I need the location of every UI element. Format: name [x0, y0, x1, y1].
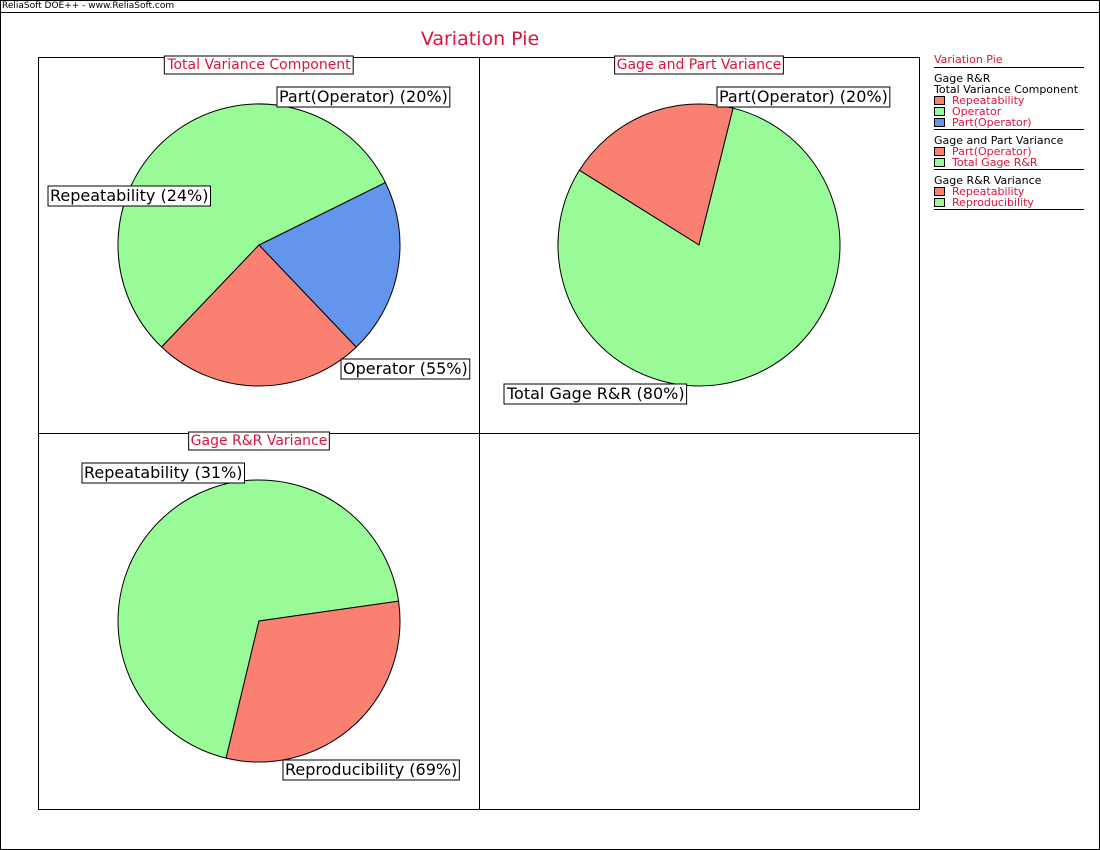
legend: Variation Pie Gage R&R Total Variance Co…: [934, 54, 1084, 215]
app-banner: ReliaSoft DOE++ - www.ReliaSoft.com: [0, 0, 1100, 13]
pie-title: Gage R&R Variance: [191, 433, 328, 449]
slice-label-box: [503, 383, 688, 405]
slice-label-operator: Operator (55%): [340, 358, 471, 380]
pie-gage-and-part-variance: Gage and Part Variance Part(Operator) (20…: [503, 55, 891, 405]
pie-slice-repeatability: [160, 244, 357, 387]
pie-slice-reproducibility: [117, 479, 400, 759]
pie-title-box: [163, 55, 354, 75]
slice-label-box: [282, 759, 460, 781]
legend-swatch: [934, 118, 945, 127]
slice-label-part-operator: Part(Operator) (20%): [276, 86, 451, 108]
legend-item-label: Repeatability: [952, 185, 1025, 198]
legend-item-reproducibility: Reproducibility: [934, 197, 1084, 208]
slice-label-repeatability: Repeatability (24%): [47, 185, 211, 207]
legend-swatch: [934, 107, 945, 116]
legend-swatch: [934, 147, 945, 156]
pie-slice-part-operator: [258, 181, 401, 348]
pie-title-box: [188, 431, 330, 451]
slice-label-text: Repeatability (24%): [50, 186, 209, 205]
slice-label-box: [340, 358, 471, 380]
slice-label-text: Part(Operator) (20%): [719, 87, 888, 106]
legend-item-part-operator: Part(Operator): [934, 117, 1084, 128]
slice-label-text: Part(Operator) (20%): [279, 87, 448, 106]
legend-group-title: Gage and Part Variance: [934, 134, 1064, 147]
legend-item-operator: Operator: [934, 106, 1084, 117]
legend-swatch: [934, 158, 945, 167]
slice-label-reproducibility: Reproducibility (69%): [282, 759, 460, 781]
slice-label-text: Total Gage R&R (80%): [506, 384, 685, 403]
slice-label-total-gage-r-r: Total Gage R&R (80%): [503, 383, 688, 405]
slice-label-box: [47, 185, 211, 207]
slice-label-part-operator: Part(Operator) (20%): [716, 86, 891, 108]
pie-gage-r-r-variance: Gage R&R Variance Reproducibility (69%) Re…: [81, 431, 460, 781]
legend-item-label: Operator: [952, 105, 1002, 118]
legend-swatch: [934, 198, 945, 207]
legend-header: Variation Pie: [934, 54, 1084, 68]
legend-group-gage-and-part-variance: Gage and Part Variance Part(Operator) Tota…: [934, 135, 1084, 170]
pie-title: Total Variance Component: [166, 57, 351, 73]
legend-group-title: Total Variance Component: [934, 83, 1079, 96]
legend-item-label: Part(Operator): [952, 116, 1032, 129]
pie-slice-total-gage-r-r: [557, 107, 841, 387]
legend-top-label: Gage R&R: [934, 72, 991, 85]
legend-item-label: Total Gage R&R: [952, 156, 1038, 169]
legend-item-label: Part(Operator): [952, 145, 1032, 158]
grid-lines: [38, 57, 920, 810]
legend-group-total-variance-component: Total Variance Component Repeatability Ope…: [934, 84, 1084, 130]
slice-label-repeatability: Repeatability (31%): [81, 462, 245, 484]
pie-title-box: [614, 55, 784, 75]
legend-swatch: [934, 187, 945, 196]
legend-group-title: Gage R&R Variance: [934, 174, 1042, 187]
slice-label-text: Repeatability (31%): [84, 463, 243, 482]
slice-label-text: Operator (55%): [343, 359, 468, 378]
chart-title: Variation Pie: [420, 28, 540, 50]
legend-item-repeatability: Repeatability: [934, 186, 1084, 197]
legend-item-label: Reproducibility: [952, 196, 1034, 209]
pie-slice-operator: [117, 103, 387, 348]
legend-item-part-operator: Part(Operator): [934, 146, 1084, 157]
legend-item-label: Repeatability: [952, 94, 1025, 107]
slice-label-text: Reproducibility (69%): [285, 760, 457, 779]
pie-title: Gage and Part Variance: [617, 57, 782, 73]
pie-slice-repeatability: [225, 600, 401, 763]
legend-item-repeatability: Repeatability: [934, 95, 1084, 106]
legend-item-total-gage-r-r: Total Gage R&R: [934, 157, 1084, 168]
legend-swatch: [934, 96, 945, 105]
legend-group-gage-r-r-variance: Gage R&R Variance Repeatability Reproducib…: [934, 175, 1084, 210]
pie-total-variance-component: Total Variance Component Part(Operator) (…: [47, 55, 471, 387]
slice-label-box: [81, 462, 245, 484]
slice-label-box: [276, 86, 451, 108]
slice-label-box: [716, 86, 891, 108]
